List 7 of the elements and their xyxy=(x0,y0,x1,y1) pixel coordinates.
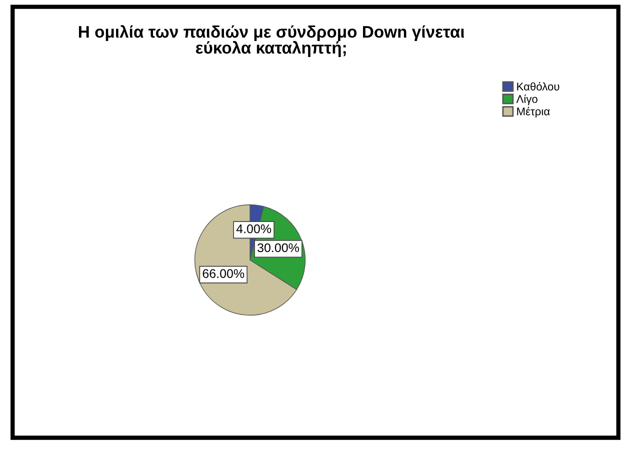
legend-label: Καθόλου xyxy=(517,82,560,91)
data-label: 30.00% xyxy=(258,243,299,252)
legend-label: Μέτρια xyxy=(517,106,550,118)
chart-title: Η ομιλία των παιδιών με σύνδρομο Down γίνεται εύκολα καταληπτή; xyxy=(78,25,464,57)
data-label: 4.00% xyxy=(236,224,272,234)
legend-label: Λίγο xyxy=(516,94,538,106)
data-label: 66.00% xyxy=(202,269,244,278)
